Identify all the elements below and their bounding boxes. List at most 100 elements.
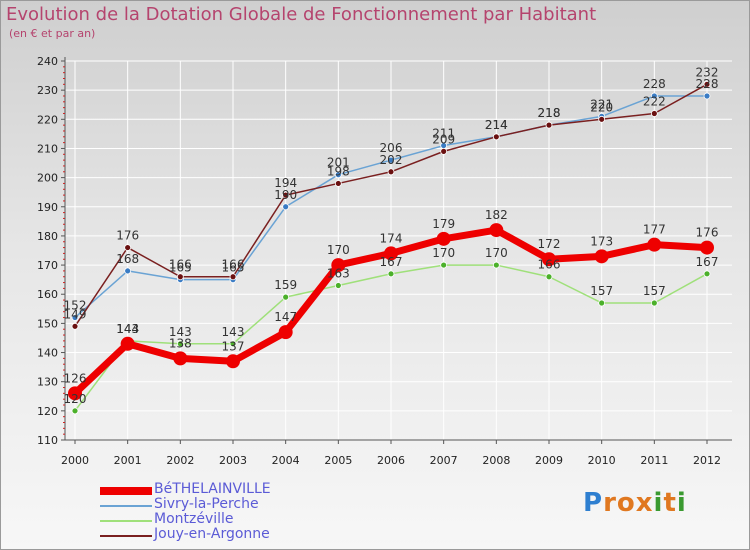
data-label: 165 <box>222 261 245 275</box>
data-label: 176 <box>696 226 719 240</box>
data-point <box>176 340 184 348</box>
x-tick-label: 2001 <box>114 454 142 467</box>
data-point <box>387 156 395 164</box>
data-label: 182 <box>485 208 508 222</box>
data-label: 179 <box>432 217 455 231</box>
data-point <box>598 299 606 307</box>
y-tick-label: 110 <box>37 434 58 447</box>
data-label: 220 <box>590 100 613 114</box>
y-tick-label: 200 <box>37 172 58 185</box>
data-label: 176 <box>116 229 139 243</box>
legend-label-montzeville: Montzéville <box>154 511 234 527</box>
data-label: 170 <box>485 246 508 260</box>
x-tick-label: 2007 <box>430 454 458 467</box>
y-tick-label: 120 <box>37 405 58 418</box>
x-tick-label: 2009 <box>535 454 563 467</box>
x-tick-label: 2010 <box>588 454 616 467</box>
y-tick-label: 230 <box>37 84 58 97</box>
data-point <box>173 351 188 366</box>
y-tick-label: 160 <box>37 288 58 301</box>
data-label: 194 <box>274 176 297 190</box>
data-label: 137 <box>222 339 245 353</box>
legend-swatch-bethelainville <box>100 487 152 495</box>
data-point <box>282 191 290 199</box>
data-label: 157 <box>590 284 613 298</box>
data-label: 166 <box>222 258 245 272</box>
data-label: 190 <box>274 188 297 202</box>
data-point <box>68 386 82 401</box>
data-point <box>703 270 711 278</box>
data-point <box>278 325 293 340</box>
data-point <box>545 273 553 281</box>
chart-subtitle: (en € et par an) <box>9 27 96 40</box>
data-point <box>120 336 135 351</box>
legend-swatch-montzeville <box>100 520 152 522</box>
data-point <box>384 246 398 261</box>
data-point <box>700 240 714 255</box>
logo-letter: i <box>676 488 687 518</box>
data-label: 120 <box>64 392 87 406</box>
y-tick-label: 210 <box>37 142 58 155</box>
data-point <box>282 203 290 211</box>
data-point <box>545 121 553 129</box>
data-label: 147 <box>274 310 297 324</box>
data-label: 138 <box>169 336 192 350</box>
legend-label-sivry: Sivry-la-Perche <box>154 496 259 512</box>
y-tick-label: 130 <box>37 376 58 389</box>
data-point <box>331 258 346 273</box>
data-point <box>71 322 79 330</box>
data-label: 170 <box>327 243 350 257</box>
data-label: 177 <box>643 223 666 237</box>
data-label: 173 <box>590 234 613 248</box>
logo-letter: t <box>663 488 677 518</box>
data-label: 174 <box>380 231 403 245</box>
y-tick-label: 240 <box>37 55 58 68</box>
data-label: 143 <box>169 325 192 339</box>
y-tick-label: 220 <box>37 113 58 126</box>
data-label: 232 <box>696 65 719 79</box>
data-label: 168 <box>116 252 139 266</box>
data-point <box>650 110 658 117</box>
x-tick-label: 2000 <box>61 454 89 467</box>
x-tick-label: 2003 <box>219 454 247 467</box>
data-point <box>124 267 132 275</box>
data-point <box>387 270 395 278</box>
data-point <box>226 354 240 369</box>
proxiti-logo: Proxiti <box>583 488 687 518</box>
data-label: 163 <box>327 266 350 280</box>
data-label: 143 <box>222 325 245 339</box>
legend-swatch-sivry <box>100 505 152 507</box>
data-label: 198 <box>327 164 350 178</box>
y-tick-label: 180 <box>37 230 58 243</box>
data-label: 166 <box>169 258 192 272</box>
chart-title: Evolution de la Dotation Globale de Fonc… <box>6 4 597 25</box>
data-label: 157 <box>643 284 666 298</box>
data-point <box>334 171 342 179</box>
data-point <box>650 92 658 100</box>
data-label: 167 <box>696 255 719 269</box>
data-label: 206 <box>380 141 403 155</box>
x-tick-label: 2012 <box>693 454 721 467</box>
data-label: 172 <box>538 237 561 251</box>
logo-letter: i <box>653 488 664 518</box>
data-label: 228 <box>696 77 719 91</box>
y-tick-label: 140 <box>37 347 58 360</box>
data-label: 149 <box>64 307 87 321</box>
data-label: 126 <box>64 371 87 385</box>
data-point <box>703 80 711 88</box>
data-point <box>124 244 132 251</box>
x-tick-label: 2005 <box>324 454 352 467</box>
data-point <box>282 293 290 301</box>
data-point <box>492 133 500 141</box>
legend-label-bethelainville: BéTHELAINVILLE <box>154 481 271 497</box>
data-point <box>594 249 609 264</box>
x-tick-label: 2011 <box>640 454 668 467</box>
data-point <box>436 231 451 246</box>
data-point <box>647 237 662 252</box>
data-point <box>176 273 184 281</box>
logo-letter: r <box>603 488 617 518</box>
legend-swatch-jouy <box>100 535 152 537</box>
data-label: 218 <box>538 106 561 120</box>
data-label: 143 <box>116 322 139 336</box>
x-tick-label: 2004 <box>272 454 300 467</box>
